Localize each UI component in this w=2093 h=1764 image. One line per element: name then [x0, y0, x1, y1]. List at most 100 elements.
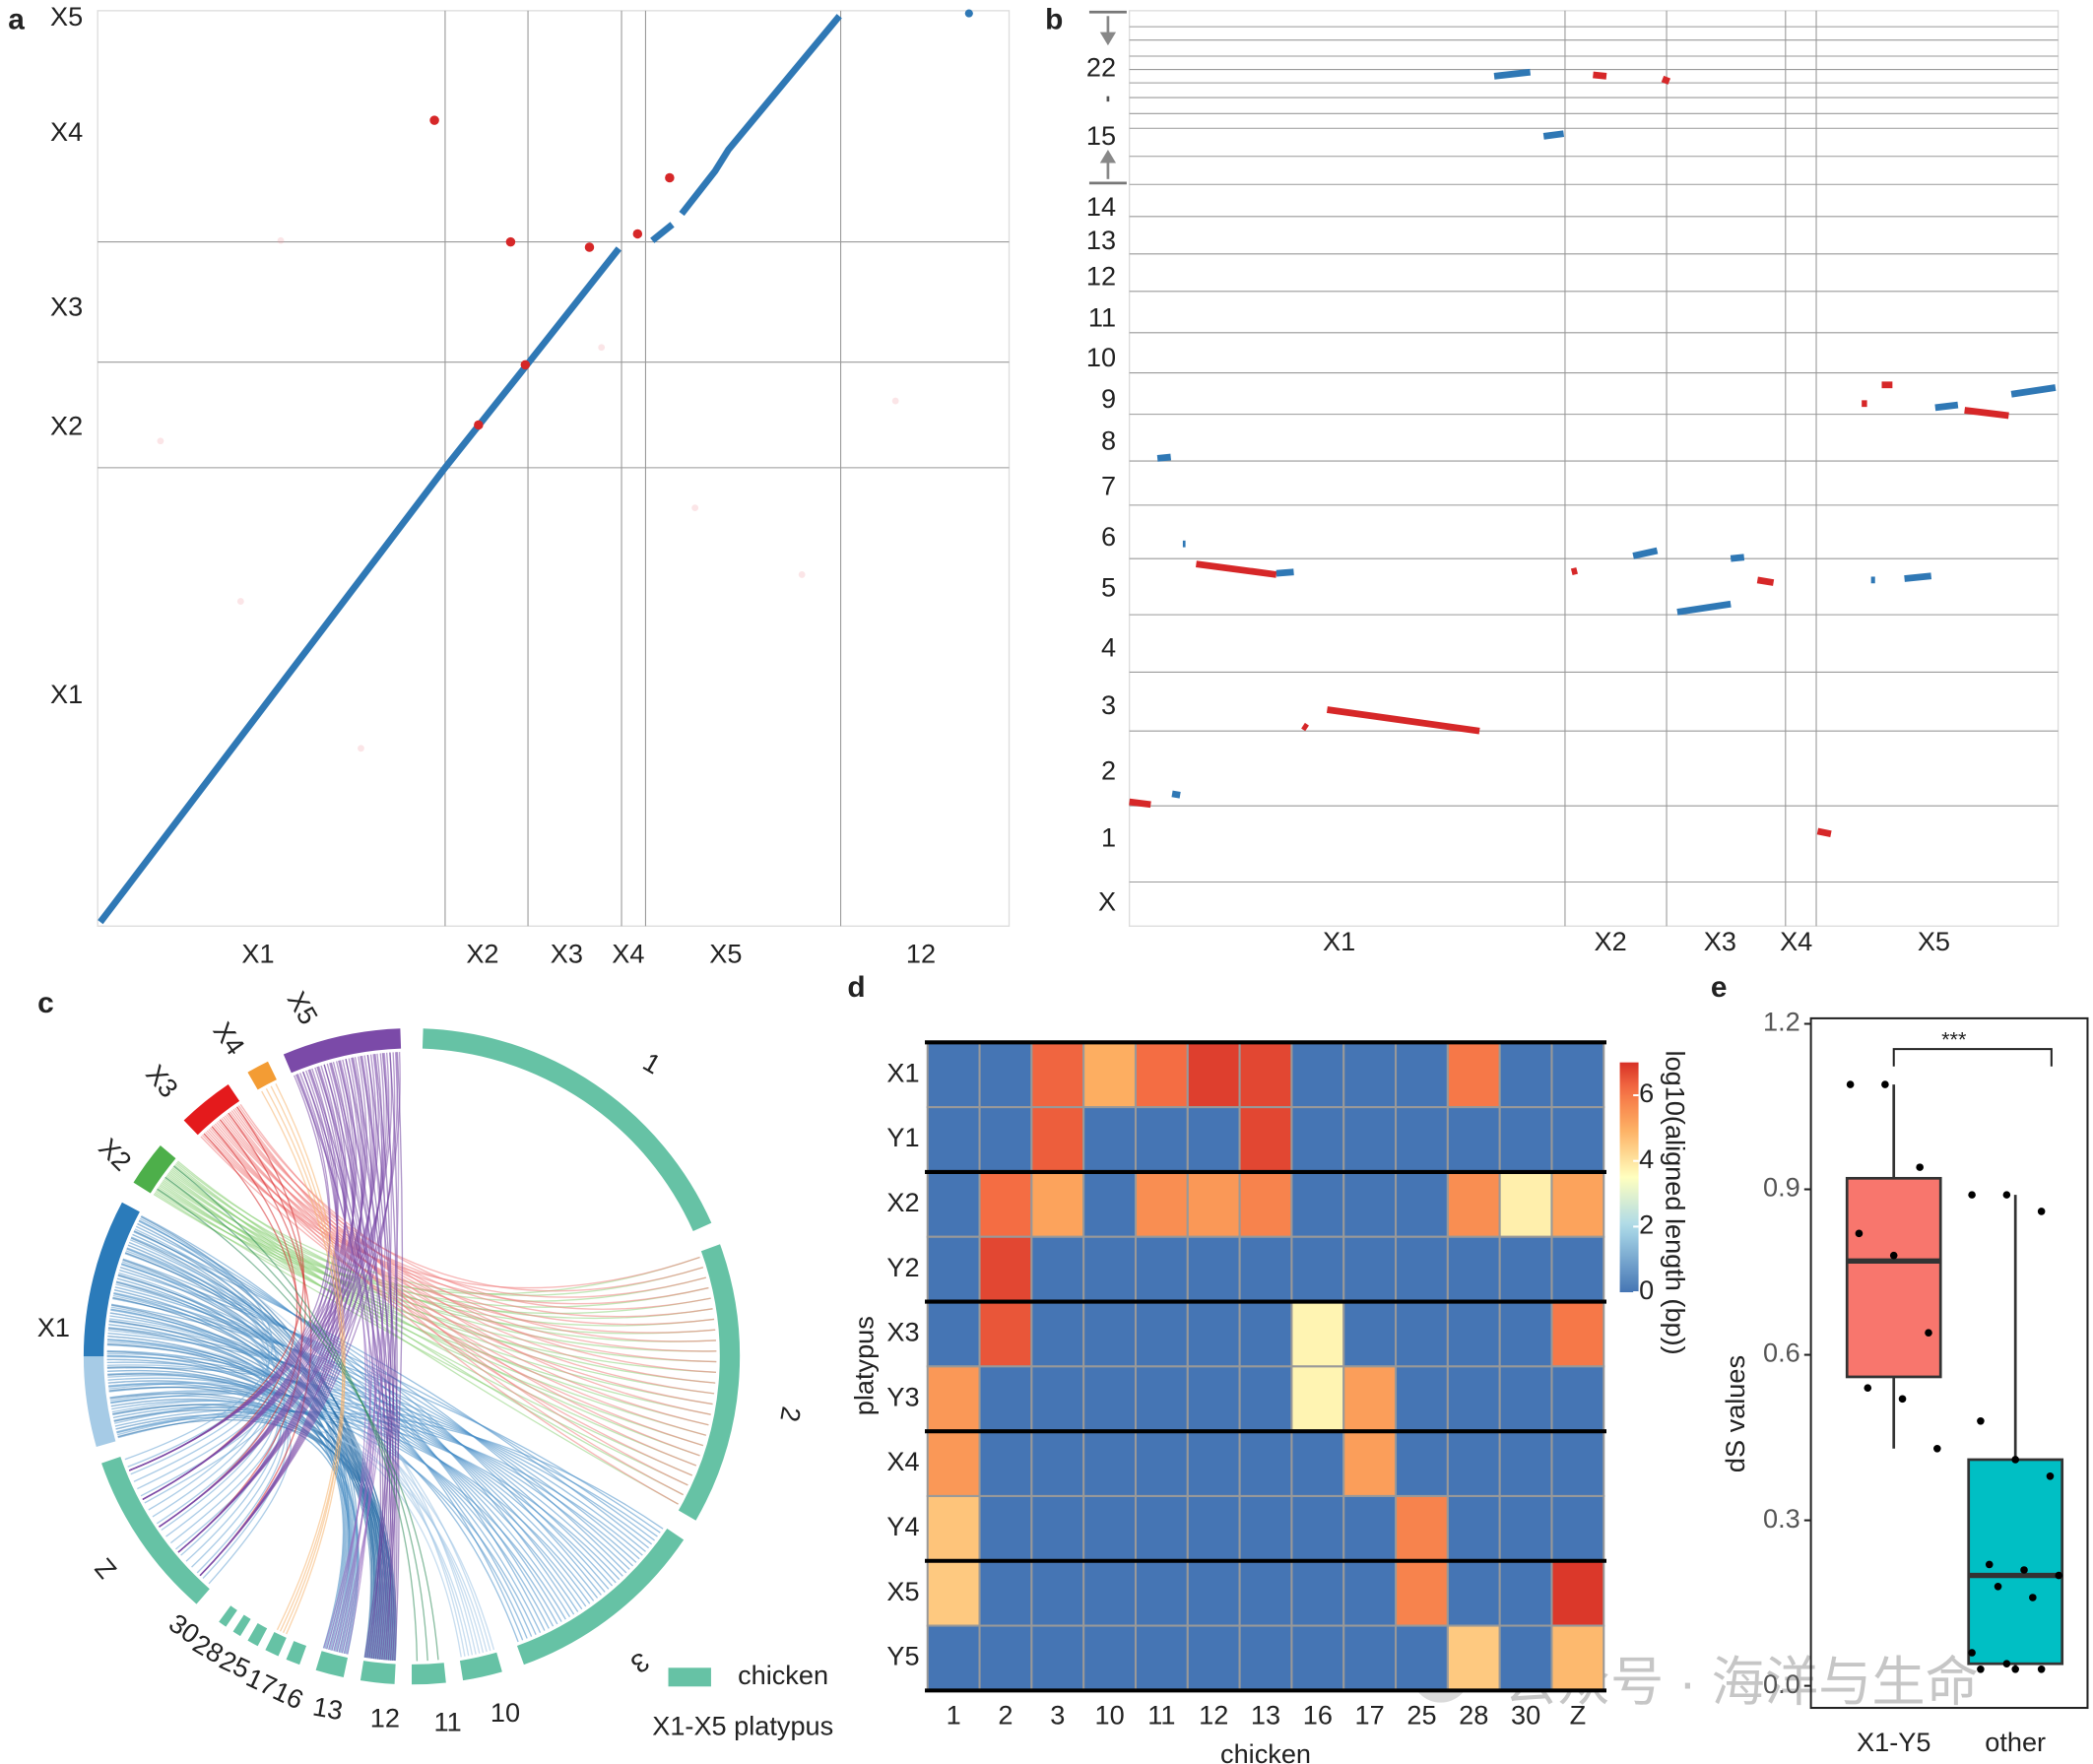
heatmap-cell	[1395, 1235, 1449, 1303]
link	[352, 1057, 391, 1660]
segment	[315, 1651, 349, 1677]
link	[229, 1111, 700, 1457]
colorbar-tick-label: 0	[1639, 1274, 1654, 1305]
heatmap-cell	[1446, 1235, 1501, 1303]
column-label: 11	[1147, 1700, 1175, 1731]
heatmap-cell	[1186, 1170, 1241, 1238]
segment	[265, 1632, 287, 1657]
link	[110, 1395, 351, 1652]
link	[106, 1358, 485, 1654]
heatmap-cell	[1550, 1106, 1605, 1173]
link	[270, 1085, 344, 1631]
heatmap-cell	[1395, 1494, 1449, 1562]
y-tick-label: 1	[1101, 821, 1116, 852]
x-tick-label: X3	[551, 938, 583, 968]
link	[110, 1306, 286, 1568]
segment	[247, 1061, 277, 1090]
link	[106, 1366, 653, 1545]
axis-title: chicken	[1220, 1738, 1311, 1764]
noise-dot	[598, 344, 606, 352]
heatmap-cell	[1498, 1170, 1553, 1238]
heatmap-cell	[1238, 1235, 1293, 1303]
heatmap-cell	[1395, 1430, 1449, 1497]
link	[124, 1217, 273, 1461]
heatmap-cell	[1498, 1559, 1553, 1627]
link	[107, 1327, 623, 1577]
data-point	[1898, 1395, 1907, 1404]
link	[129, 1239, 286, 1556]
link	[138, 1219, 359, 1654]
heatmap-cell	[1395, 1041, 1449, 1109]
segment-label: X4	[207, 1016, 250, 1061]
heatmap-cell	[926, 1624, 981, 1692]
legend-swatch	[668, 1667, 711, 1687]
segment-label: Z	[89, 1553, 122, 1586]
segment-label: 11	[434, 1706, 462, 1736]
noise-dot	[157, 437, 164, 445]
annotation: ***	[1941, 1027, 1967, 1052]
column-label: 17	[1355, 1700, 1385, 1731]
row-label: X1	[886, 1057, 919, 1087]
colorbar-tick-label: 6	[1639, 1078, 1654, 1108]
heatmap-cell	[1082, 1430, 1138, 1497]
y-tick-label: 2	[1101, 754, 1116, 785]
column-label: 25	[1406, 1700, 1436, 1731]
data-point	[1977, 1666, 1985, 1673]
data-point	[2037, 1666, 2046, 1673]
heatmap-cell	[1082, 1170, 1138, 1238]
legend-label: chicken	[738, 1660, 828, 1690]
alignment-dot	[505, 236, 516, 247]
x-tick-label: X4	[1780, 926, 1812, 956]
heatmap-cell	[1030, 1170, 1085, 1238]
segment-label: 13	[310, 1691, 345, 1727]
heatmap-cell	[1238, 1430, 1293, 1497]
heatmap-cell	[1290, 1106, 1345, 1173]
heatmap-cell	[1030, 1106, 1085, 1173]
heatmap-cell	[1290, 1300, 1345, 1368]
heatmap-cell	[1186, 1235, 1241, 1303]
heatmap-cell	[978, 1300, 1033, 1368]
panel-letter: a	[8, 4, 25, 36]
heatmap-cell	[1446, 1170, 1501, 1238]
y-tick-label: 22	[1086, 52, 1116, 83]
heatmap-cell	[1342, 1041, 1398, 1109]
heatmap-cell	[1290, 1494, 1345, 1562]
segment	[516, 1529, 685, 1666]
segment-label: 10	[491, 1697, 520, 1728]
heatmap-cell	[926, 1041, 981, 1109]
row-label: Y4	[886, 1511, 919, 1541]
heatmap-cell	[1134, 1235, 1189, 1303]
heatmap-cell	[1498, 1041, 1553, 1109]
link	[199, 1052, 396, 1577]
heatmap-cell	[978, 1106, 1033, 1173]
alignment-dot	[632, 229, 643, 239]
heatmap-cell	[1030, 1300, 1085, 1368]
heatmap-cell	[1550, 1559, 1605, 1627]
data-point	[1994, 1582, 2002, 1591]
heatmap-cell	[1186, 1494, 1241, 1562]
noise-dot	[236, 598, 244, 605]
heatmap-cell	[1395, 1106, 1449, 1173]
link	[330, 1062, 396, 1661]
data-point	[2011, 1666, 2019, 1673]
alignment	[1275, 568, 1294, 577]
heatmap-cell	[1030, 1235, 1085, 1303]
heatmap-cell	[926, 1430, 981, 1497]
data-point	[1916, 1163, 1924, 1171]
link	[366, 1054, 394, 1660]
alignment	[1493, 68, 1532, 80]
heatmap-cell	[1186, 1559, 1241, 1627]
noise-dot	[891, 397, 899, 405]
segment-label: 2	[774, 1405, 807, 1424]
link	[127, 1244, 466, 1657]
noise-dot	[691, 504, 699, 511]
link	[309, 1069, 384, 1659]
heatmap-cell	[1134, 1494, 1189, 1562]
data-point	[2002, 1191, 2011, 1199]
column-label: 13	[1251, 1700, 1280, 1731]
link	[157, 1188, 439, 1661]
heatmap-cell	[1134, 1624, 1189, 1692]
heatmap-cell	[1342, 1365, 1398, 1433]
x-tick-label: other	[1985, 1727, 2046, 1757]
panel-letter: c	[37, 987, 54, 1019]
